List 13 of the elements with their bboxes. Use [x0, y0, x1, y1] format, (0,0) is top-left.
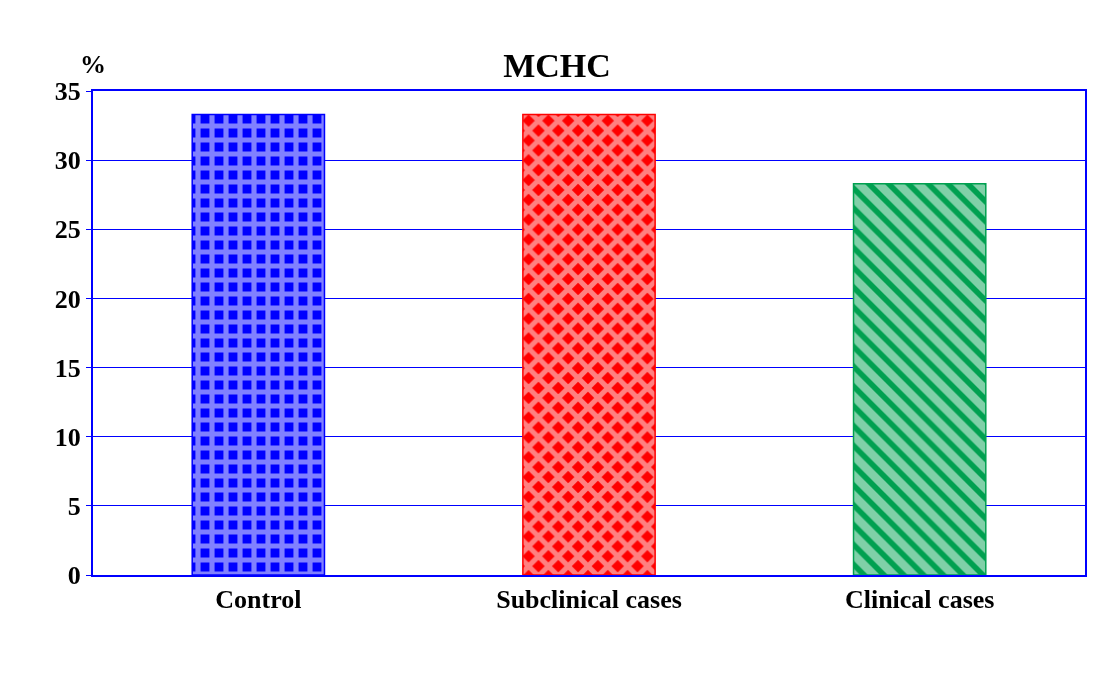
x-tick-label: Clinical cases: [844, 585, 995, 615]
x-tick-label: Subclinical cases: [496, 585, 682, 615]
y-tick-label: 30: [54, 146, 81, 176]
y-tick-label: 20: [54, 284, 81, 314]
y-tick-label: 10: [54, 422, 81, 452]
y-tick-label: 35: [54, 77, 81, 107]
x-tick-label: Control: [215, 585, 302, 615]
y-tick-label: 15: [54, 353, 81, 383]
y-tick-label: 5: [67, 491, 81, 521]
chart-title: MCHC: [503, 47, 611, 85]
y-tick-label: 25: [54, 215, 81, 245]
y-tick-label: 0: [67, 561, 81, 591]
y-axis-title: %: [80, 50, 106, 79]
